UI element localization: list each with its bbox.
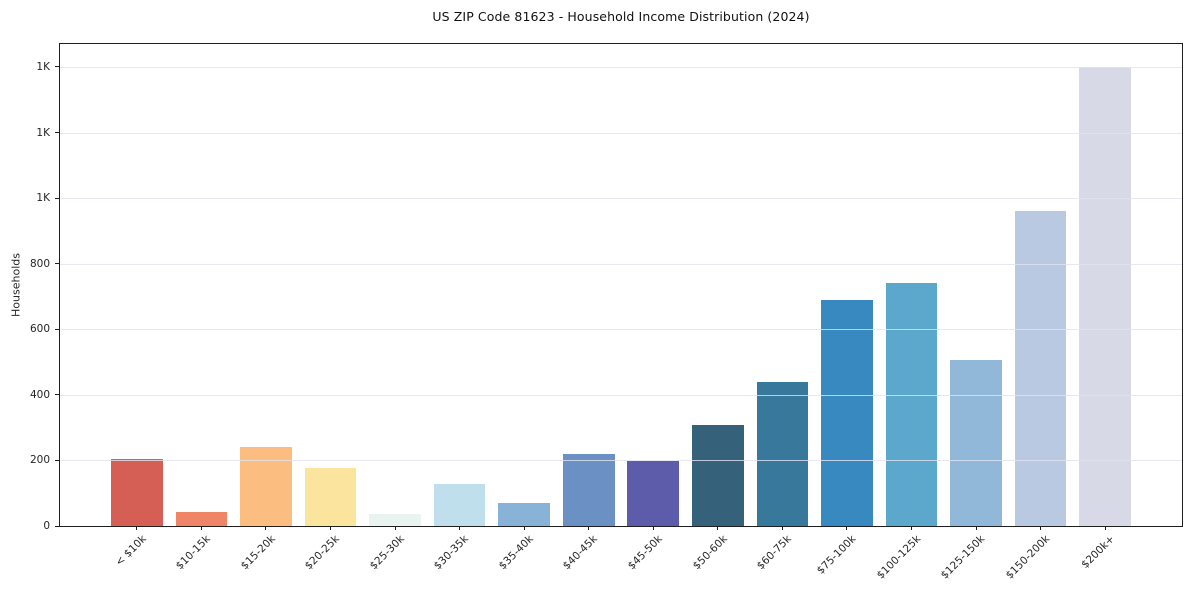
bar xyxy=(240,446,292,526)
x-tick-label: $100-125k xyxy=(874,533,924,582)
gridline xyxy=(60,263,1182,265)
bar xyxy=(562,454,615,526)
bar xyxy=(433,484,486,526)
x-tick-mark xyxy=(1104,526,1106,530)
x-tick-label: $75-100k xyxy=(814,533,859,577)
x-tick-mark xyxy=(781,526,783,530)
x-tick-label: $10-15k xyxy=(173,533,213,573)
y-tick-label: 200 xyxy=(29,454,50,467)
y-tick-mark xyxy=(55,394,59,396)
gridline xyxy=(60,198,1182,200)
gridline xyxy=(60,132,1182,134)
y-tick-label: 600 xyxy=(29,323,50,336)
gridline xyxy=(60,394,1182,396)
gridline xyxy=(60,460,1182,462)
x-tick-mark xyxy=(394,526,396,530)
x-tick-label: $20-25k xyxy=(302,533,342,573)
y-tick-label: 1K xyxy=(36,60,50,73)
bar xyxy=(175,511,228,526)
chart-title: US ZIP Code 81623 - Household Income Dis… xyxy=(432,9,810,24)
y-tick-mark xyxy=(55,132,59,134)
x-tick-label: $25-30k xyxy=(367,533,407,573)
y-tick-mark xyxy=(55,66,59,68)
x-tick-label: $50-60k xyxy=(690,533,730,573)
gridline xyxy=(60,66,1182,68)
x-tick-mark xyxy=(136,526,138,530)
y-tick-mark xyxy=(55,525,59,527)
x-tick-mark xyxy=(1040,526,1042,530)
x-tick-mark xyxy=(911,526,912,530)
x-tick-mark xyxy=(459,526,461,530)
bar xyxy=(111,459,163,526)
x-tick-label: $45-50k xyxy=(625,533,665,573)
x-tick-label: $125-150k xyxy=(939,533,988,582)
bar xyxy=(1014,211,1067,526)
x-tick-label: $60-75k xyxy=(754,533,794,573)
x-tick-mark xyxy=(717,526,719,530)
x-tick-mark xyxy=(265,526,267,530)
bar xyxy=(304,467,357,526)
x-tick-mark xyxy=(329,526,331,530)
y-tick-label: 1K xyxy=(36,126,50,139)
y-tick-label: 0 xyxy=(43,520,50,532)
bar xyxy=(369,513,421,526)
y-tick-label: 400 xyxy=(29,388,50,401)
x-tick-label: $35-40k xyxy=(496,533,536,573)
x-tick-label: $200k+ xyxy=(1078,533,1117,571)
bar xyxy=(627,461,680,526)
y-tick-mark xyxy=(55,328,59,330)
bar xyxy=(498,503,550,526)
bar xyxy=(885,283,938,526)
x-tick-label: < $10k xyxy=(112,533,149,569)
x-tick-mark xyxy=(588,526,590,530)
bar xyxy=(692,425,744,526)
x-tick-mark xyxy=(846,526,848,530)
x-tick-label: $30-35k xyxy=(432,533,472,573)
bar xyxy=(1079,66,1131,526)
x-tick-label: $15-20k xyxy=(238,533,278,573)
bar xyxy=(950,359,1002,526)
y-tick-mark xyxy=(55,263,59,265)
plot-area: < $10k $10-15k $15-20k $20-25k $25-30k $30-35… xyxy=(30,43,1183,582)
x-tick-mark xyxy=(652,526,654,530)
x-tick-label: $40-45k xyxy=(561,533,601,573)
x-tick-mark xyxy=(523,526,525,530)
x-tick-label: $150-200k xyxy=(1003,533,1053,582)
y-tick-mark xyxy=(55,197,59,199)
bar xyxy=(821,300,873,526)
x-tick-mark xyxy=(200,526,202,530)
y-tick-label: 800 xyxy=(29,257,50,270)
y-tick-mark xyxy=(55,459,59,461)
y-tick-label: 1K xyxy=(36,192,50,205)
bar xyxy=(756,381,809,526)
x-tick-mark xyxy=(975,526,977,530)
gridline xyxy=(60,329,1182,331)
